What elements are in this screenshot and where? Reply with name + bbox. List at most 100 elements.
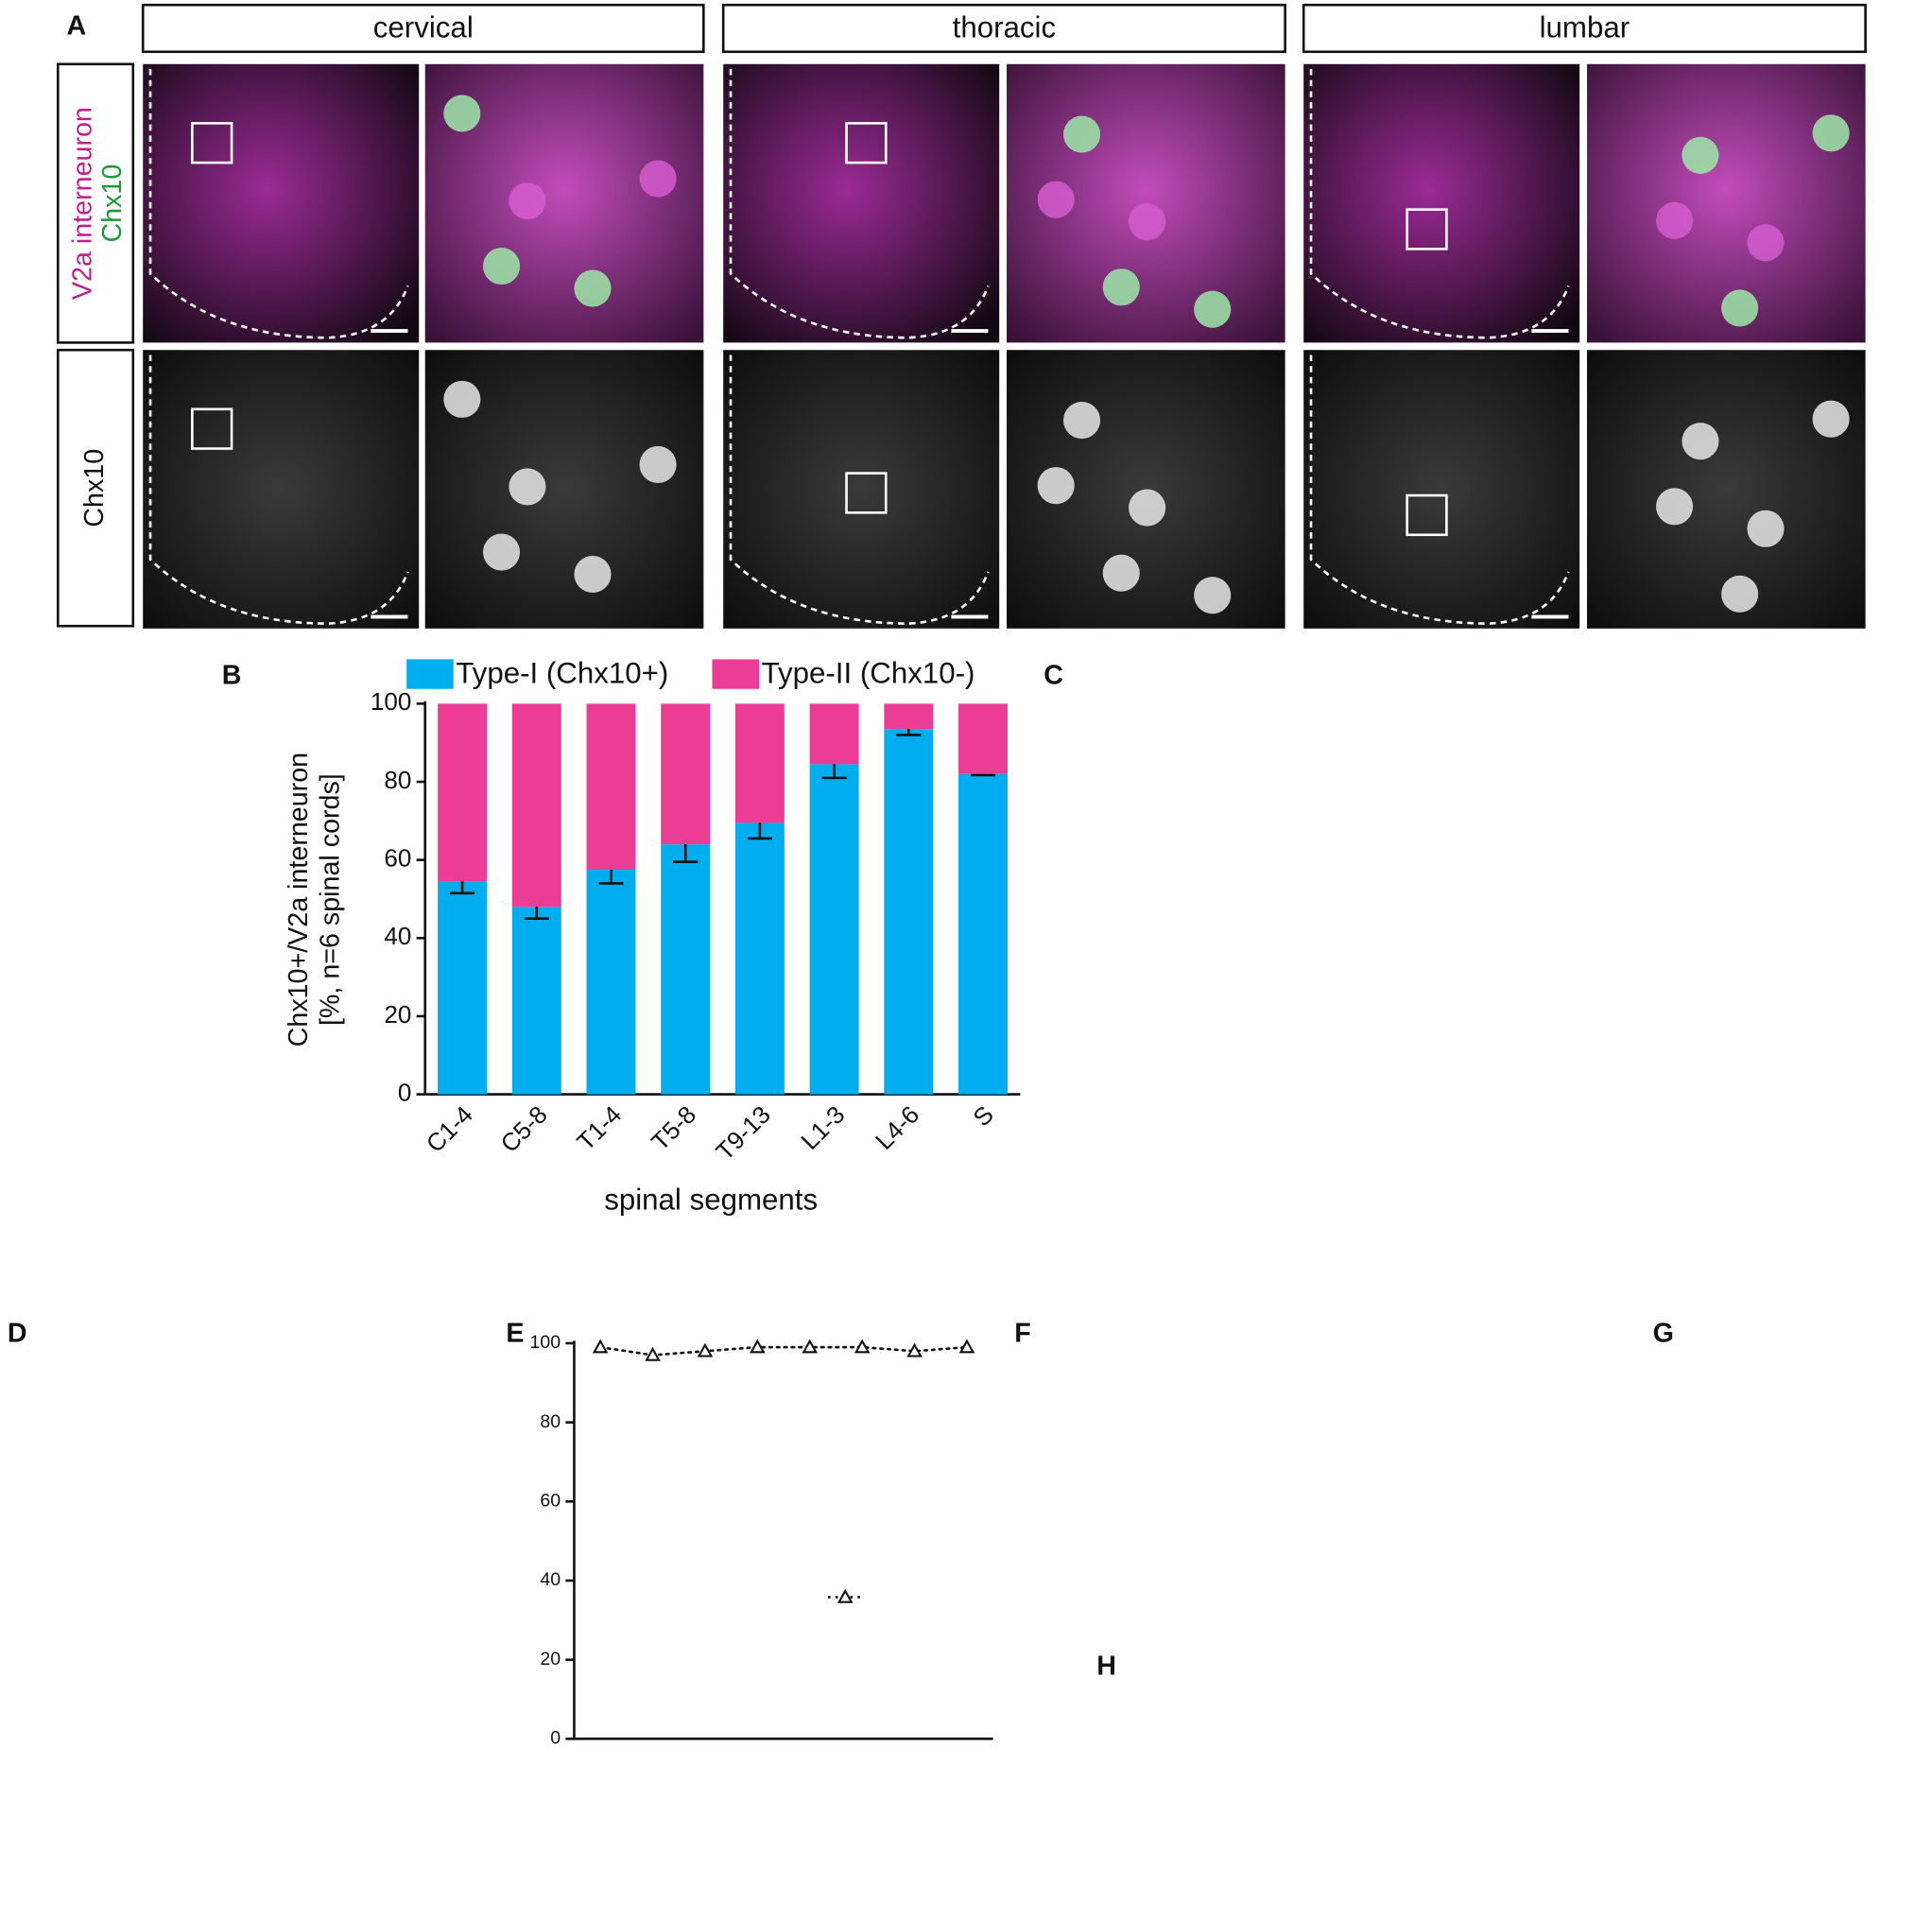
- frame: [56, 62, 135, 344]
- marker: [592, 1339, 609, 1354]
- panel-letter: E: [506, 1318, 524, 1348]
- cell: [639, 445, 677, 484]
- panel-letter: D: [8, 1318, 27, 1348]
- bar-segment: [809, 703, 859, 765]
- y-axis-title-line: [%, n=6 spinal cords]: [315, 773, 345, 1026]
- bar-segment: [958, 703, 1008, 774]
- marker: [958, 1339, 975, 1354]
- cell: [1129, 489, 1166, 527]
- bar-segment: [438, 703, 488, 882]
- scale-bar: [1531, 329, 1569, 333]
- micrograph: [1303, 63, 1580, 343]
- row-label: Chx10: [79, 449, 110, 528]
- micrograph: [143, 350, 420, 629]
- marker: [697, 1342, 714, 1358]
- micrograph: [723, 350, 1000, 629]
- cell: [1129, 203, 1166, 241]
- bar-segment: [661, 844, 711, 1095]
- cell: [1656, 201, 1694, 239]
- cell: [1812, 400, 1850, 438]
- y-tick-label: 60: [384, 844, 411, 873]
- cell: [639, 160, 677, 198]
- inset-box: [845, 472, 888, 514]
- x-tick-label: C5-8: [495, 1100, 553, 1158]
- x-tick-label: T1-4: [571, 1100, 627, 1156]
- y-axis-title-line: Chx10+/V2a interneuron: [283, 752, 313, 1046]
- x-tick-label: T9-13: [710, 1100, 775, 1166]
- marker: [837, 1588, 854, 1603]
- bar-segment: [661, 703, 711, 845]
- frame: [141, 3, 705, 54]
- marker: [854, 1339, 871, 1354]
- scale-bar: [951, 614, 989, 619]
- cell: [1062, 401, 1101, 440]
- inset-box: [1406, 208, 1448, 251]
- cell: [1747, 510, 1785, 547]
- y-tick-label: 20: [540, 1649, 561, 1669]
- cell: [443, 380, 481, 418]
- cell: [1037, 181, 1075, 218]
- bar-segment: [884, 703, 934, 730]
- cell: [1682, 423, 1719, 460]
- legend-swatch: [712, 659, 759, 689]
- bar-segment: [958, 773, 1008, 1095]
- cell: [509, 468, 546, 506]
- scale-bar: [371, 329, 408, 333]
- cell: [1721, 289, 1759, 327]
- x-tick-label: S: [967, 1100, 999, 1133]
- y-tick-label: 40: [384, 922, 411, 950]
- y-axis-title: Chx10+/V2a interneuron[%, n=6 spinal cor…: [283, 752, 345, 1046]
- y-tick-label: 100: [530, 1332, 561, 1353]
- x-axis-title: spinal segments: [604, 1183, 818, 1216]
- y-tick-label: 0: [398, 1078, 412, 1106]
- legend-label: Type-I (Chx10+): [456, 657, 668, 690]
- cell: [1102, 554, 1140, 592]
- frame: [56, 348, 135, 628]
- inset-box: [845, 122, 888, 164]
- inset-box: [191, 122, 233, 164]
- micrograph: [143, 63, 420, 343]
- region-title: cervical: [373, 11, 474, 44]
- y-tick-label: 60: [540, 1490, 561, 1511]
- cell: [574, 269, 612, 307]
- cell: [1037, 467, 1075, 505]
- inset-box: [1406, 493, 1448, 537]
- panel-letter: F: [1014, 1318, 1031, 1348]
- micrograph: [1303, 350, 1580, 629]
- bar-segment: [809, 764, 859, 1095]
- cell: [483, 248, 521, 285]
- cell: [1062, 115, 1101, 153]
- cell: [1747, 224, 1785, 262]
- cell: [1721, 575, 1759, 613]
- bar-segment: [734, 703, 785, 823]
- y-tick-label: 20: [384, 1000, 411, 1029]
- scale-bar: [371, 614, 408, 619]
- bar-segment: [511, 907, 561, 1095]
- cell: [1102, 268, 1140, 306]
- panel-letter: C: [1044, 660, 1063, 690]
- marker: [802, 1339, 819, 1354]
- cell: [443, 95, 481, 132]
- series-line: [598, 1345, 969, 1357]
- bar-segment: [586, 869, 636, 1095]
- x-tick-label: T5-8: [646, 1100, 701, 1156]
- marker: [906, 1342, 923, 1358]
- y-tick-label: 40: [540, 1569, 561, 1590]
- row-label-part: Chx10: [97, 164, 128, 243]
- y-tick-label: 100: [371, 687, 411, 716]
- bar-segment: [734, 822, 785, 1095]
- y-tick-label: 80: [540, 1411, 561, 1432]
- x-tick-label: L1-3: [795, 1100, 850, 1155]
- cell: [1656, 488, 1694, 526]
- scale-bar: [951, 329, 989, 333]
- region-title: thoracic: [953, 11, 1056, 44]
- row-label-part: V2a interneuron: [67, 107, 97, 300]
- panel-letter: B: [222, 660, 242, 690]
- bar-segment: [884, 729, 934, 1095]
- marker: [750, 1339, 766, 1354]
- cell: [1812, 114, 1850, 152]
- cell: [574, 555, 612, 594]
- panel-letter: A: [66, 10, 86, 41]
- scale-bar: [1531, 614, 1569, 619]
